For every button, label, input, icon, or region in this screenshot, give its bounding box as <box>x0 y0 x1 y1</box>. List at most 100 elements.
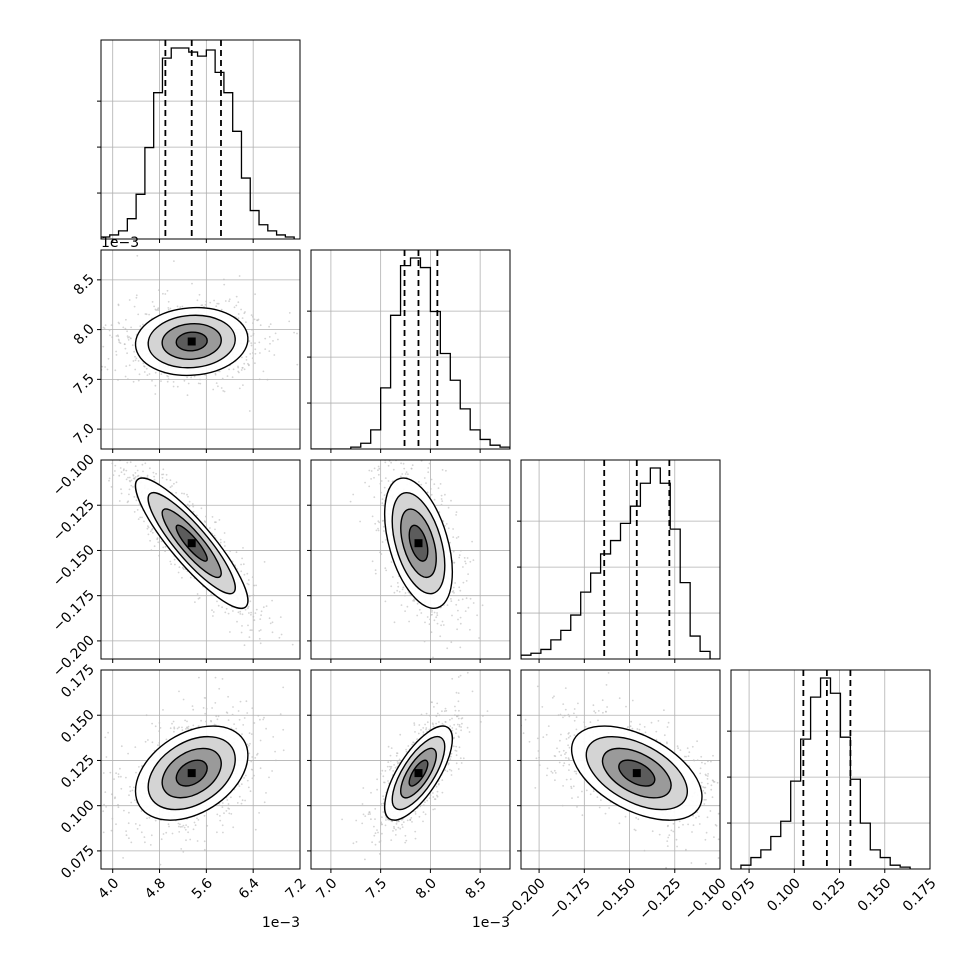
scatter-point <box>262 370 265 373</box>
scatter-point <box>186 727 189 729</box>
scatter-point <box>169 307 172 310</box>
axes-frame <box>310 249 511 450</box>
scatter-point <box>458 556 461 559</box>
scatter-point <box>460 762 463 764</box>
scatter-point <box>440 498 443 500</box>
scatter-point <box>136 254 139 257</box>
scatter-point <box>380 491 382 494</box>
scatter-point <box>419 439 421 441</box>
scatter-point <box>243 573 246 576</box>
scatter-point <box>268 617 271 620</box>
x-tick-label: 4.8 <box>142 875 169 902</box>
scatter-point <box>111 462 114 465</box>
scatter-point <box>192 724 195 727</box>
scatter-point <box>355 841 358 843</box>
scatter-point <box>263 716 265 719</box>
scatter-point <box>222 831 224 834</box>
scatter-point <box>252 594 255 597</box>
scatter-point <box>242 724 245 726</box>
scatter-point <box>259 739 262 742</box>
scatter-point <box>146 374 149 376</box>
scatter-point <box>128 299 131 301</box>
scatter-point <box>431 613 433 616</box>
scatter-point <box>422 811 425 813</box>
scatter-point <box>115 772 117 775</box>
scatter-point <box>169 727 172 730</box>
scatter-point <box>157 289 160 291</box>
scatter-point <box>258 812 260 814</box>
scatter-point <box>573 712 575 715</box>
scatter-point <box>202 707 205 709</box>
scatter-point <box>457 768 460 770</box>
scatter-point <box>135 771 137 774</box>
scatter-point <box>464 562 467 565</box>
scatter-point <box>129 446 131 448</box>
scatter-point <box>449 758 452 761</box>
scatter-point <box>237 366 240 369</box>
scatter-point <box>134 799 136 801</box>
scatter-point <box>251 769 254 771</box>
scatter-point <box>385 539 387 541</box>
scatter-point <box>377 831 379 834</box>
scatter-point <box>216 718 219 721</box>
scatter-point <box>190 376 193 379</box>
scatter-point <box>406 605 409 608</box>
scatter-point <box>468 731 471 733</box>
scatter-point <box>228 368 231 371</box>
scatter-point <box>108 479 110 482</box>
scatter-point <box>397 762 399 765</box>
scatter-point <box>225 810 228 812</box>
scatter-point <box>422 727 425 729</box>
scatter-point <box>120 787 123 790</box>
density-peak <box>414 769 423 778</box>
histogram-step-2 <box>521 467 720 659</box>
scatter-point <box>161 473 163 476</box>
scatter-point <box>151 741 154 744</box>
scatter-point <box>211 516 214 518</box>
scatter-point <box>243 362 246 365</box>
scatter-point <box>553 695 555 698</box>
scatter-point <box>385 817 388 819</box>
scatter-point <box>725 834 727 836</box>
scatter-point <box>215 382 218 384</box>
scatter-point <box>243 368 246 371</box>
scatter-point <box>433 798 436 800</box>
scatter-point <box>210 594 213 596</box>
scatter-point <box>407 745 410 747</box>
scatter-point <box>251 777 254 780</box>
scatter-point <box>231 713 234 716</box>
scatter-point <box>392 445 394 447</box>
scatter-point <box>378 841 381 843</box>
scatter-point <box>666 825 669 828</box>
scatter-point <box>150 549 153 552</box>
scatter-point <box>269 342 271 345</box>
scatter-point <box>275 759 277 762</box>
scatter-point <box>455 603 458 606</box>
scatter-point <box>217 385 219 388</box>
scatter-point <box>135 443 137 445</box>
scatter-point <box>198 676 200 679</box>
scatter-point <box>355 819 358 822</box>
scatter-point <box>237 313 240 315</box>
scatter-point <box>395 823 398 825</box>
scatter-point <box>102 772 105 774</box>
scatter-point <box>98 828 100 830</box>
scatter-point <box>134 355 136 358</box>
scatter-point <box>111 336 114 338</box>
scatter-point <box>192 505 195 508</box>
scatter-point <box>102 831 105 834</box>
scatter-point <box>117 773 120 775</box>
scatter-point <box>223 812 225 815</box>
scatter-point <box>436 712 439 715</box>
scatter-point <box>138 824 141 827</box>
density-peak <box>187 769 196 778</box>
scatter-point <box>154 384 157 387</box>
scatter-point <box>199 382 202 385</box>
scatter-point <box>371 515 374 518</box>
scatter-point <box>683 755 686 758</box>
scatter-point <box>133 478 136 480</box>
scatter-point <box>367 813 370 816</box>
scatter-point <box>374 832 377 835</box>
scatter-point <box>460 729 462 732</box>
scatter-point <box>439 635 442 638</box>
